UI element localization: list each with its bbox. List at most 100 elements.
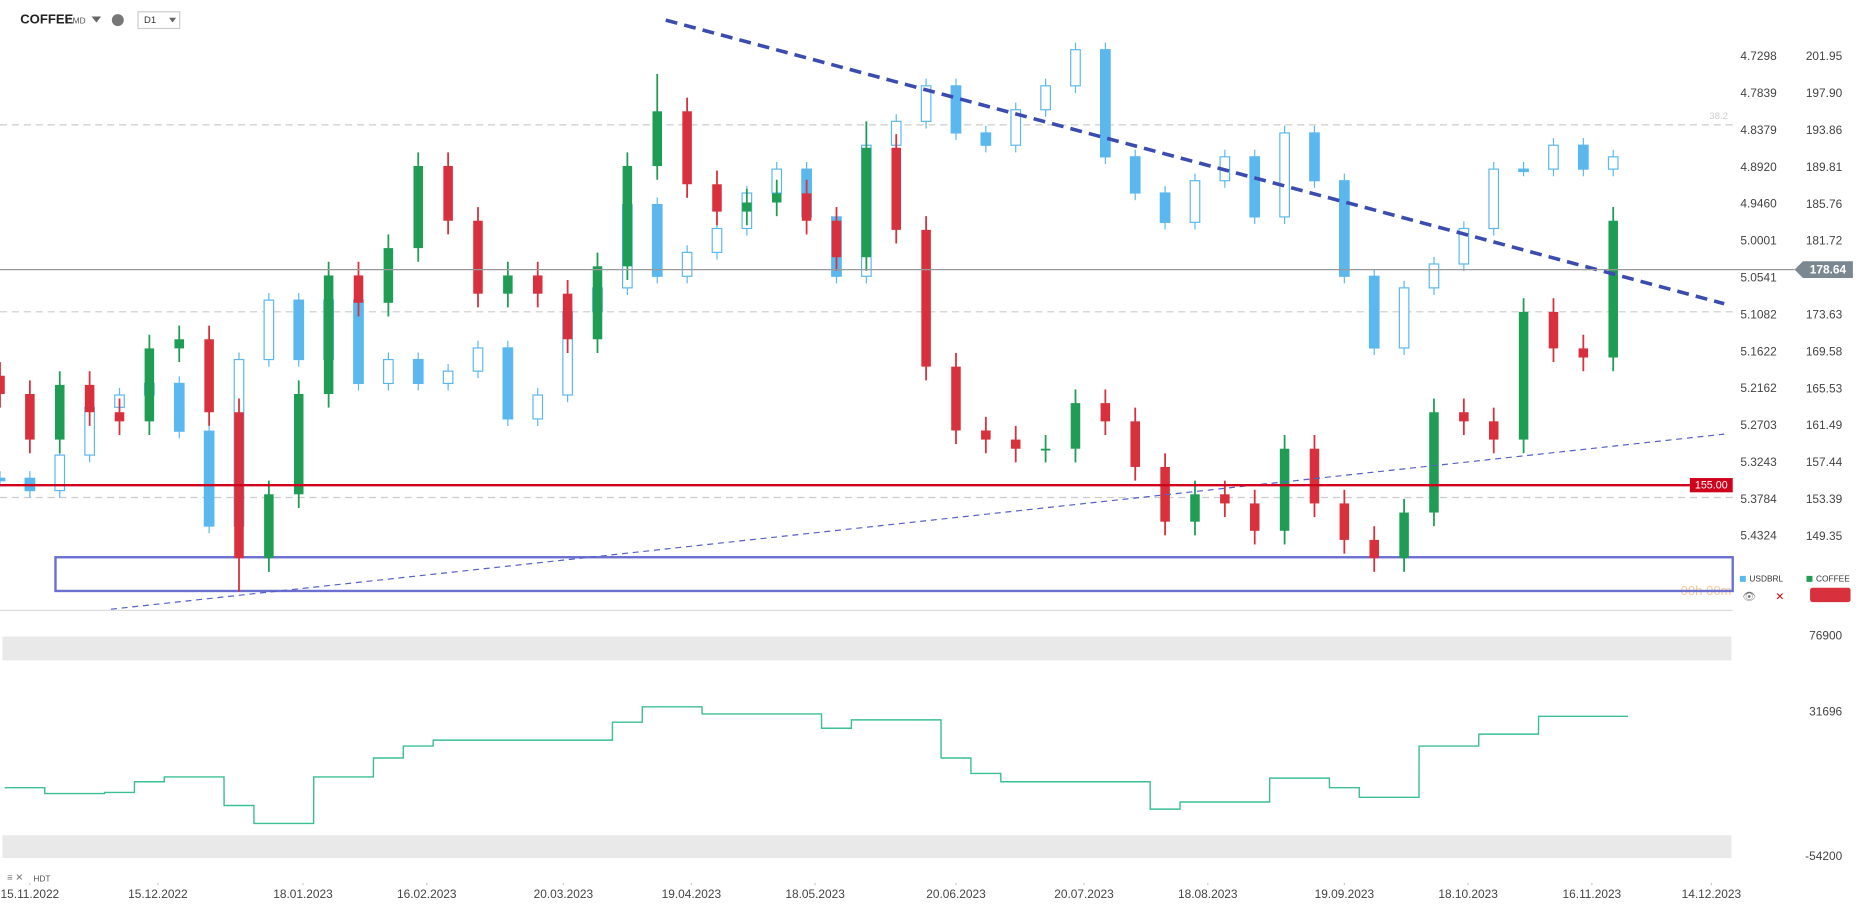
candle-body [1010,439,1021,449]
candle-body [592,266,603,340]
usdbrl-candle [1279,132,1290,218]
y2-tick-label: 4.8379 [1740,123,1777,137]
candle-body [1249,503,1260,531]
candle-body [1190,494,1200,522]
legend-label[interactable]: COFFEE [1816,574,1850,584]
usdbrl-candle [1368,275,1380,349]
timezone: HDT [33,874,50,884]
candle-body [293,393,304,495]
usdbrl-candle [383,358,394,385]
x-tick-label: 16.02.2023 [397,887,457,901]
usdbrl-candle [293,299,305,361]
y-tick-label: -54200 [1805,849,1842,863]
remove-icon[interactable]: ✕ [1776,591,1785,603]
candle-body [891,147,901,230]
last-price-label: 178.64 [1810,262,1847,276]
x-tick-label: 19.04.2023 [662,887,722,901]
candle-body [1399,512,1409,559]
indicator-controls[interactable] [1810,587,1851,603]
candle-body [652,111,662,167]
usdbrl-candle [203,430,215,527]
y-tick-label: 181.72 [1806,234,1843,248]
usdbrl-candle [442,370,454,385]
usdbrl-candle [1488,168,1500,230]
candle-body [264,494,274,559]
panel-band [2,636,1732,661]
candle-body [84,384,95,413]
dropdown-icon[interactable] [91,16,102,23]
y2-tick-label: 5.3784 [1740,492,1777,506]
candle-body [144,348,155,422]
usdbrl-candle [1577,144,1589,170]
y-tick-label: 185.76 [1806,197,1843,211]
symbol-type: CMD [67,16,86,26]
candle-body [951,366,961,431]
timeframe-label: D1 [144,15,156,26]
timeframe-select[interactable] [137,11,181,30]
usdbrl-candle [1070,49,1081,87]
candle-body [1459,412,1469,422]
candle-body [1309,448,1320,504]
y-tick-label: 189.81 [1806,160,1843,174]
candle-body [174,339,185,349]
info-icon[interactable] [111,14,124,27]
y-tick-label: 31696 [1809,705,1842,719]
y2-tick-label: 4.8920 [1740,160,1777,174]
y-tick-label: 169.58 [1806,344,1843,358]
y2-tick-label: 5.0001 [1740,234,1777,248]
y-tick-label: 193.86 [1806,123,1843,137]
x-tick-label: 20.03.2023 [534,887,594,901]
zone [54,556,1734,593]
candle-body [1369,539,1379,559]
candle-body [622,166,633,267]
x-tick-label: 20.06.2023 [926,887,986,901]
y-tick-label: 76900 [1809,629,1842,643]
menu-icon[interactable]: ≡ ✕ [7,873,23,884]
candle-body [1429,412,1439,513]
usdbrl-candle [532,394,544,420]
x-tick-label: 14.12.2023 [1682,887,1742,901]
y2-tick-label: 4.7839 [1740,86,1777,100]
candle-body [54,384,65,440]
y2-tick-label: 5.2703 [1740,418,1777,432]
x-tick-label: 18.08.2023 [1178,887,1238,901]
candle-body [981,430,991,440]
legend-swatch [1806,575,1813,582]
candle-body [1548,311,1559,349]
usdbrl-candle [1040,85,1051,111]
usdbrl-candle [1189,180,1201,223]
y-tick-label: 201.95 [1806,49,1843,63]
usdbrl-candle [54,454,66,492]
usdbrl-candle [472,347,484,372]
candle-body [562,293,573,340]
trendline [110,433,1725,610]
usdbrl-candle [1398,287,1410,349]
legend-swatch [1739,575,1746,582]
visibility-icon[interactable]: 👁 [1742,591,1756,603]
y-tick-label: 197.90 [1806,86,1843,100]
usdbrl-candle [1518,168,1529,173]
candle-body [323,275,334,394]
candle-body [831,220,842,258]
usdbrl-candle [1159,192,1171,223]
x-tick-label: 20.07.2023 [1054,887,1114,901]
candle-body [0,375,5,394]
usdbrl-candle [1458,227,1470,265]
legend-label[interactable]: USDBRL [1749,574,1783,584]
y2-tick-label: 5.1082 [1740,307,1777,321]
usdbrl-candle [412,358,424,385]
usdbrl-candle [502,347,514,420]
candle-body [1040,448,1051,451]
candle-body [742,202,752,212]
candle-body [861,147,872,258]
candle-body [114,412,125,422]
panel-band [2,835,1732,858]
usdbrl-candle [1428,263,1440,289]
usdbrl-candle [711,227,723,253]
candle-body [1488,421,1499,440]
candle-body [503,275,513,294]
usdbrl-candle [1129,156,1141,194]
usdbrl-candle [651,204,663,277]
